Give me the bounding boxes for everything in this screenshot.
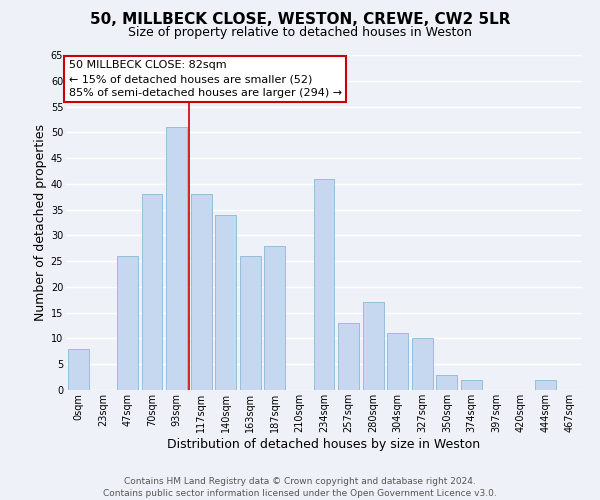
- Bar: [314, 178, 334, 390]
- Bar: [461, 380, 482, 390]
- Bar: [68, 349, 89, 390]
- Bar: [215, 215, 236, 390]
- Bar: [362, 302, 383, 390]
- Bar: [265, 246, 286, 390]
- Text: 50, MILLBECK CLOSE, WESTON, CREWE, CW2 5LR: 50, MILLBECK CLOSE, WESTON, CREWE, CW2 5…: [90, 12, 510, 28]
- Bar: [191, 194, 212, 390]
- Bar: [240, 256, 261, 390]
- Bar: [338, 323, 359, 390]
- Text: Contains HM Land Registry data © Crown copyright and database right 2024.
Contai: Contains HM Land Registry data © Crown c…: [103, 476, 497, 498]
- Bar: [535, 380, 556, 390]
- Bar: [166, 127, 187, 390]
- Y-axis label: Number of detached properties: Number of detached properties: [34, 124, 47, 321]
- Bar: [117, 256, 138, 390]
- Bar: [387, 334, 408, 390]
- Bar: [412, 338, 433, 390]
- X-axis label: Distribution of detached houses by size in Weston: Distribution of detached houses by size …: [167, 438, 481, 451]
- Text: Size of property relative to detached houses in Weston: Size of property relative to detached ho…: [128, 26, 472, 39]
- Bar: [142, 194, 163, 390]
- Text: 50 MILLBECK CLOSE: 82sqm
← 15% of detached houses are smaller (52)
85% of semi-d: 50 MILLBECK CLOSE: 82sqm ← 15% of detach…: [68, 60, 342, 98]
- Bar: [436, 374, 457, 390]
